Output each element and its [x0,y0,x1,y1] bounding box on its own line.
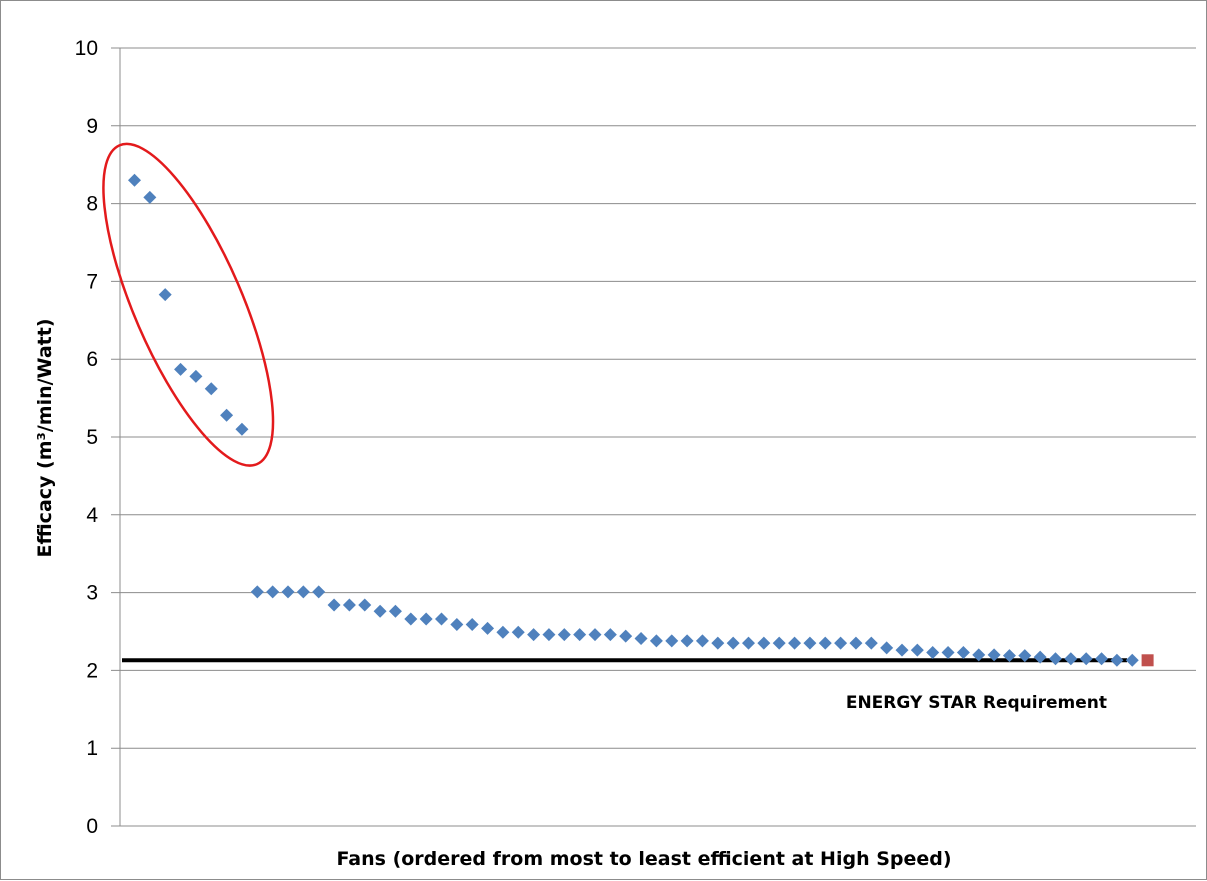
data-point-1-48 [849,636,863,650]
data-point-1-59 [1018,649,1032,663]
data-point-1-4 [174,362,188,376]
data-point-1-50 [880,641,894,655]
data-point-1-11 [281,585,295,599]
data-point-1-56 [972,648,986,662]
energy-star-point [1141,654,1154,667]
data-point-1-28 [542,628,556,642]
y-tick-label-4: 4 [86,504,98,527]
y-tick-label-10: 10 [75,37,98,60]
data-point-1-29 [557,628,571,642]
data-point-1-9 [250,585,264,599]
data-point-1-63 [1079,652,1093,666]
data-point-1-16 [358,598,372,612]
data-point-1-21 [435,612,448,626]
data-point-1-40 [726,636,740,650]
data-point-1-8 [235,422,249,436]
data-point-1-3 [158,288,172,302]
data-point-1-66 [1125,653,1139,667]
data-point-1-49 [864,636,878,650]
data-point-1-41 [742,636,755,650]
data-point-1-53 [926,646,940,660]
highlight-ellipse [102,142,275,467]
data-point-1-62 [1064,652,1078,666]
data-point-1-15 [342,598,356,612]
y-tick-label-2: 2 [86,659,98,682]
data-point-1-10 [266,585,280,599]
data-point-1-34 [634,632,648,646]
data-point-1-51 [895,643,909,657]
data-point-1-14 [327,598,341,612]
data-point-1-64 [1095,652,1109,666]
data-point-1-47 [834,636,848,650]
data-point-1-20 [419,612,433,626]
data-points [128,173,1154,667]
energy-star-label: ENERGY STAR Requirement [846,693,1107,713]
data-point-1-30 [573,628,587,642]
data-point-1-25 [496,625,510,639]
data-point-1-38 [695,634,709,648]
data-point-1-52 [910,643,924,657]
data-point-1-5 [189,369,203,383]
data-point-1-36 [665,634,679,648]
data-point-1-33 [619,629,633,643]
data-point-1-1 [128,173,141,187]
gridlines [111,47,1196,827]
data-point-1-19 [404,612,418,626]
data-point-1-45 [803,636,817,650]
data-point-1-31 [588,628,602,642]
y-tick-label-5: 5 [86,426,98,449]
data-point-1-58 [1002,649,1016,663]
data-point-1-26 [511,625,525,639]
data-point-1-32 [603,628,617,642]
data-point-1-17 [373,604,387,618]
data-point-1-39 [711,636,725,650]
data-point-1-60 [1033,650,1047,664]
data-point-1-13 [312,585,326,599]
data-point-1-61 [1049,652,1062,666]
data-point-1-6 [204,382,218,396]
y-tick-label-8: 8 [86,193,98,216]
data-point-1-24 [481,621,495,635]
data-point-1-35 [649,634,663,648]
data-point-1-2 [143,190,157,204]
data-point-1-44 [788,636,802,650]
data-point-1-55 [956,646,970,660]
data-point-1-54 [941,646,955,660]
data-point-1-46 [818,636,832,650]
y-tick-label-7: 7 [86,270,98,293]
y-tick-label-0: 0 [86,815,98,838]
data-point-1-37 [680,634,694,648]
data-point-1-57 [987,648,1001,662]
data-point-1-23 [465,617,479,631]
data-point-1-27 [527,628,541,642]
data-point-1-18 [388,604,402,618]
data-point-1-42 [757,636,771,650]
y-tick-label-9: 9 [86,115,98,138]
data-point-1-7 [220,408,234,422]
y-tick-label-3: 3 [86,582,98,605]
y-tick-label-6: 6 [86,348,98,371]
highlight-group [102,142,275,467]
y-axis-title: Efficacy (m³/min/Watt) [34,319,56,558]
data-point-1-22 [450,617,464,631]
data-point-1-43 [772,636,786,650]
y-tick-label-1: 1 [86,737,98,760]
data-point-1-65 [1110,653,1124,667]
y-tick-labels: 0 1 2 3 4 5 6 7 8 9 10 [75,37,99,838]
data-point-1-12 [296,585,310,599]
x-axis-title: Fans (ordered from most to least efficie… [336,848,951,870]
